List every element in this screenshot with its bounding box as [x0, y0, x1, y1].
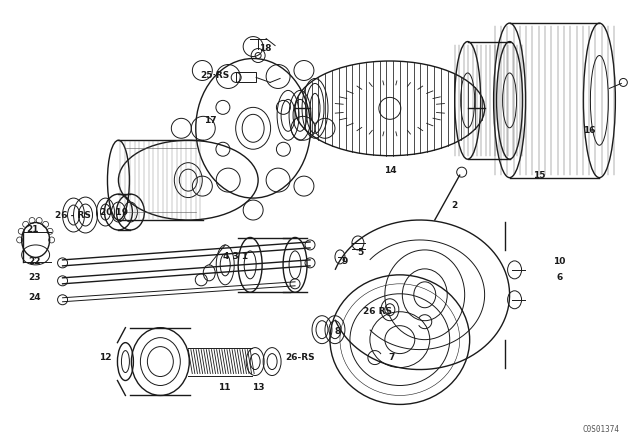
- Text: 17: 17: [204, 116, 216, 125]
- Text: C0S01374: C0S01374: [582, 425, 620, 435]
- Text: 25·RS: 25·RS: [200, 71, 230, 80]
- Text: 23: 23: [28, 273, 41, 282]
- Text: 21: 21: [26, 225, 39, 234]
- Text: 14: 14: [383, 166, 396, 175]
- Text: 5: 5: [356, 248, 363, 258]
- Text: 11: 11: [218, 383, 230, 392]
- Text: 18: 18: [259, 44, 271, 53]
- Text: 4 3 1: 4 3 1: [223, 252, 248, 261]
- Text: 26 RS: 26 RS: [364, 307, 392, 316]
- Text: 24: 24: [28, 293, 41, 302]
- Text: 15: 15: [533, 171, 546, 180]
- Text: 12: 12: [99, 353, 112, 362]
- Text: 7: 7: [388, 353, 395, 362]
- Bar: [236, 73, 256, 82]
- Text: 10: 10: [554, 258, 566, 267]
- Text: 22: 22: [28, 258, 41, 267]
- Text: 8: 8: [335, 327, 341, 336]
- Text: 26 - RS: 26 - RS: [54, 211, 90, 220]
- Text: 2: 2: [452, 201, 458, 210]
- Text: 9: 9: [342, 258, 348, 267]
- Text: 6: 6: [556, 273, 563, 282]
- Text: 13: 13: [252, 383, 264, 392]
- Text: 20 19: 20 19: [100, 207, 129, 216]
- Text: 16: 16: [583, 126, 596, 135]
- Text: 26-RS: 26-RS: [285, 353, 315, 362]
